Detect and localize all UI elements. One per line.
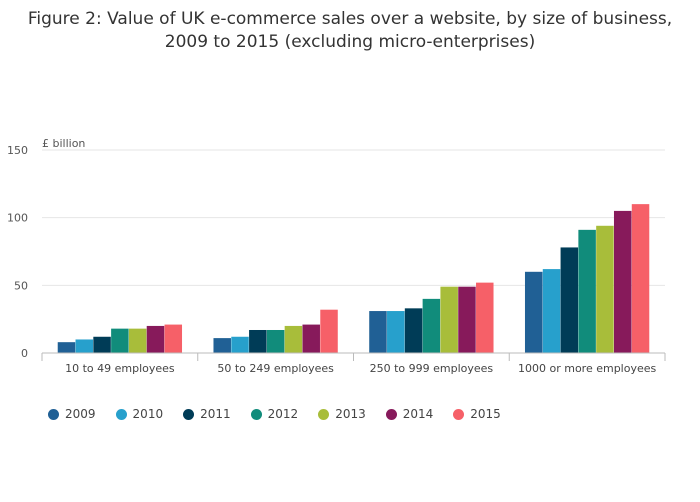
bar-2015-0[interactable]: [164, 324, 183, 353]
bar-chart: £ billion 0 50 100 150 10 to 49 employees 50…: [7, 137, 666, 375]
legend-item-2014[interactable]: 2014: [385, 407, 434, 421]
bar-2010-2[interactable]: [387, 311, 405, 353]
legend-label: 2010: [132, 407, 164, 421]
x-category-label: 10 to 49 employees: [65, 362, 175, 375]
bar-2010-0[interactable]: [75, 339, 94, 353]
legend-swatch: [48, 408, 59, 420]
legend-label: 2009: [65, 407, 96, 421]
bar-2011-1[interactable]: [249, 329, 267, 353]
bar-2013-0[interactable]: [128, 328, 147, 353]
y-tick-label: 0: [21, 347, 28, 360]
y-tick-label: 100: [7, 212, 28, 225]
bar-2014-2[interactable]: [458, 286, 476, 353]
bar-2009-2[interactable]: [369, 311, 387, 353]
x-category-label: 1000 or more employees: [518, 362, 657, 375]
bar-2012-2[interactable]: [422, 298, 441, 353]
bar-2013-3[interactable]: [596, 225, 614, 353]
legend-swatch: [250, 408, 262, 420]
legend-swatch: [318, 408, 330, 420]
bar-2012-0[interactable]: [111, 328, 129, 353]
bar-2013-1[interactable]: [284, 325, 303, 353]
legend-swatch: [385, 408, 397, 420]
bar-2010-1[interactable]: [231, 336, 249, 353]
x-category-label: 50 to 249 employees: [217, 362, 334, 375]
bar-2009-0[interactable]: [57, 342, 76, 353]
bar-2013-2[interactable]: [440, 286, 458, 353]
legend-item-2015[interactable]: 2015: [453, 407, 501, 421]
bar-2011-3[interactable]: [560, 247, 579, 353]
legend-swatch: [183, 408, 195, 420]
bar-2010-3[interactable]: [542, 269, 561, 353]
legend-swatch: [115, 408, 127, 420]
bar-2015-1[interactable]: [320, 309, 338, 353]
legend-item-2011[interactable]: 2011: [183, 407, 231, 421]
legend-swatch: [453, 408, 465, 420]
bar-2014-3[interactable]: [613, 210, 632, 353]
bar-2011-0[interactable]: [93, 336, 111, 353]
legend-label: 2014: [402, 407, 434, 421]
bar-2014-0[interactable]: [146, 325, 165, 353]
y-tick-label: 150: [7, 144, 28, 157]
legend-item-2010[interactable]: 2010: [115, 407, 164, 421]
legend-item-2012[interactable]: 2012: [250, 407, 299, 421]
y-axis-unit-label: £ billion: [42, 137, 85, 150]
bars: [57, 204, 650, 353]
bar-2012-3[interactable]: [578, 229, 596, 353]
chart-title-line-2: 2009 to 2015 (excluding micro-enterprise…: [164, 32, 536, 52]
bar-2012-1[interactable]: [266, 329, 285, 353]
bar-2015-3[interactable]: [631, 204, 650, 353]
legend: 2009 2010 2011 2012 2013 2014 2015: [48, 407, 521, 421]
bar-2009-1[interactable]: [213, 338, 231, 353]
legend-label: 2011: [200, 407, 231, 421]
x-category-label: 250 to 999 employees: [370, 362, 494, 375]
bar-2009-3[interactable]: [524, 271, 543, 353]
bar-2014-1[interactable]: [302, 324, 320, 353]
y-axis-ticks: 0 50 100 150: [7, 144, 28, 360]
bar-2011-2[interactable]: [404, 308, 423, 353]
chart-title: Figure 2: Value of UK e-commerce sales o…: [0, 8, 700, 54]
legend-label: 2013: [335, 407, 366, 421]
legend-item-2009[interactable]: 2009: [48, 407, 96, 421]
y-tick-label: 50: [14, 279, 28, 292]
legend-label: 2015: [470, 407, 501, 421]
bar-2015-2[interactable]: [476, 282, 494, 353]
x-axis: 10 to 49 employees 50 to 249 employees 250…: [41, 352, 666, 375]
legend-item-2013[interactable]: 2013: [318, 407, 366, 421]
chart-title-line-1: Figure 2: Value of UK e-commerce sales o…: [27, 9, 673, 29]
legend-label: 2012: [267, 407, 299, 421]
